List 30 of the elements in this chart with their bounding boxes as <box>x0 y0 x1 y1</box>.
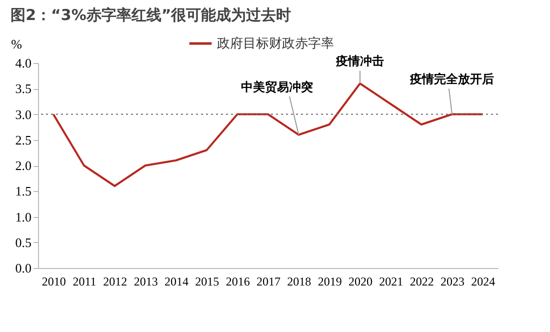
legend-label: 政府目标财政赤字率 <box>217 36 334 52</box>
y-tick-label: 2.0 <box>15 158 32 173</box>
annotation: 疫情完全放开后 <box>409 72 494 86</box>
x-tick-label: 2013 <box>134 274 158 288</box>
y-tick-label: 4.0 <box>15 56 32 70</box>
x-tick-label: 2024 <box>471 274 496 288</box>
x-tick-label: 2010 <box>42 274 66 288</box>
annotation: 中美贸易冲突 <box>241 80 314 94</box>
y-tick-label: 0.0 <box>15 260 32 276</box>
x-tick-label: 2011 <box>72 274 96 288</box>
x-tick-label: 2018 <box>287 274 312 288</box>
x-tick-label: 2021 <box>379 274 404 288</box>
x-tick-label: 2017 <box>256 274 280 288</box>
y-tick-label: 0.5 <box>15 234 32 250</box>
y-tick-label: 3.5 <box>15 81 32 96</box>
x-tick-label: 2015 <box>195 274 220 288</box>
y-tick-label: 1.5 <box>15 184 32 199</box>
y-tick-label: 3.0 <box>15 106 32 122</box>
x-tick-label: 2020 <box>348 274 372 288</box>
x-tick-label: 2016 <box>226 274 250 288</box>
y-tick-label: 2.5 <box>15 132 32 148</box>
y-axis-title: % <box>11 36 22 52</box>
x-tick-label: 2022 <box>410 274 434 288</box>
annotation: 疫情冲击 <box>335 54 384 68</box>
x-tick-label: 2012 <box>103 274 128 288</box>
x-tick-label: 2023 <box>440 274 464 288</box>
chart-title: 图2：“3%赤字率红线”很可能成为过去时 <box>10 6 292 24</box>
x-tick-label: 2014 <box>164 274 188 288</box>
y-tick-label: 1.0 <box>15 209 32 224</box>
x-tick-label: 2019 <box>318 274 342 288</box>
